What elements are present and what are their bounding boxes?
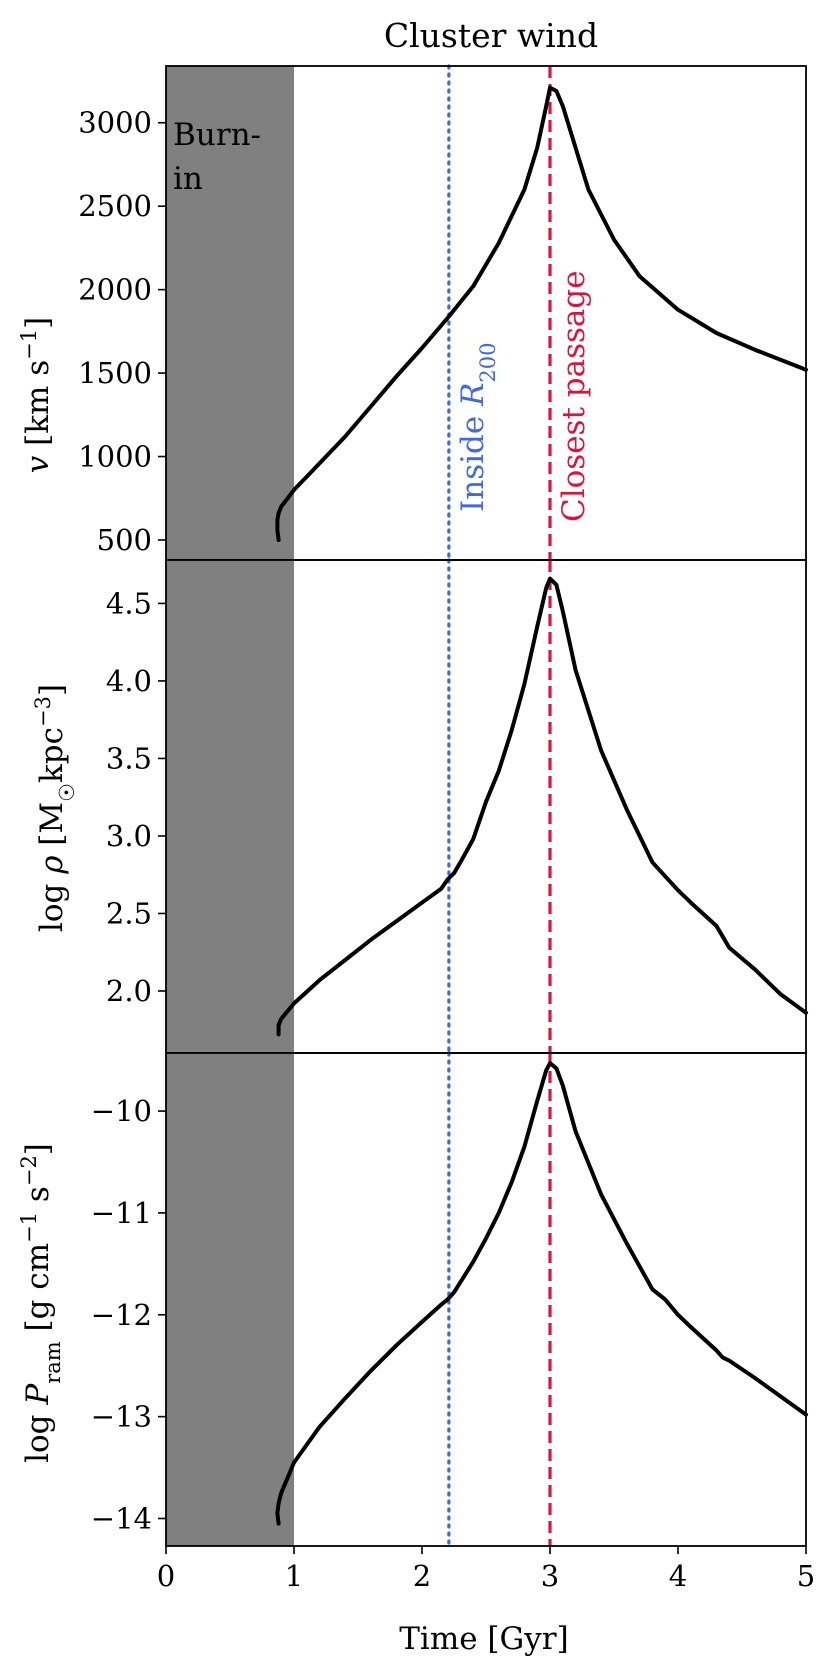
ylabel-density: log ρ [M☉kpc−3] [31,684,79,932]
y-tick-label-density: 2.5 [106,896,152,930]
y-tick-label-velocity: 1500 [78,356,152,390]
y-tick-label-ram_pressure: −12 [91,1298,152,1332]
xlabel: Time [Gyr] [399,1621,568,1657]
panel-frame-ram_pressure [165,1052,807,1547]
burn-in-region-velocity [166,66,294,560]
y-tick-label-density: 2.0 [106,974,152,1008]
y-tick-label-density: 3.0 [106,819,152,853]
inside-r200-label-symbol: R [455,383,491,407]
ylabel-velocity: v [km s−1] [17,317,56,474]
y-tick-label-velocity: 1000 [78,440,152,474]
y-tick-label-ram_pressure: −11 [91,1196,152,1230]
x-tick-label: 0 [157,1559,175,1593]
closest-passage-label: Closest passage [556,270,592,522]
burn-in-label-line-2: in [173,161,203,197]
inside-r200-label: Inside R200 [455,342,500,512]
y-tick-label-velocity: 500 [97,523,152,557]
y-tick-label-density: 4.5 [106,586,152,620]
y-tick-label-velocity: 3000 [78,106,152,140]
series-line-density [276,576,808,1037]
inside-r200-label-sub: 200 [476,342,500,382]
series-line-velocity [275,85,808,542]
inside-r200-label-main: Inside [455,406,491,512]
ylabel-ram-pressure: log Pram [g cm−1 s−2] [17,1143,65,1463]
x-tick-label: 3 [541,1559,559,1593]
panels-layer: 500100015002000250030002.02.53.03.54.04.… [78,64,815,1593]
chart-title: Cluster wind [384,16,598,55]
y-tick-label-ram_pressure: −10 [91,1094,152,1128]
x-tick-label: 2 [413,1559,431,1593]
burn-in-region-density [166,560,294,1053]
y-tick-label-density: 3.5 [106,741,152,775]
series-line-ram_pressure [275,1061,808,1526]
x-tick-label: 5 [797,1559,815,1593]
burn-in-region-ram_pressure [166,1053,294,1546]
y-tick-label-ram_pressure: −14 [91,1501,152,1535]
burn-in-label-line-1: Burn- [173,117,261,153]
y-tick-label-velocity: 2000 [78,273,152,307]
x-tick-label: 1 [285,1559,303,1593]
y-tick-label-density: 4.0 [106,664,152,698]
y-tick-label-velocity: 2500 [78,189,152,223]
x-tick-label: 4 [669,1559,687,1593]
y-tick-label-ram_pressure: −13 [91,1400,152,1434]
